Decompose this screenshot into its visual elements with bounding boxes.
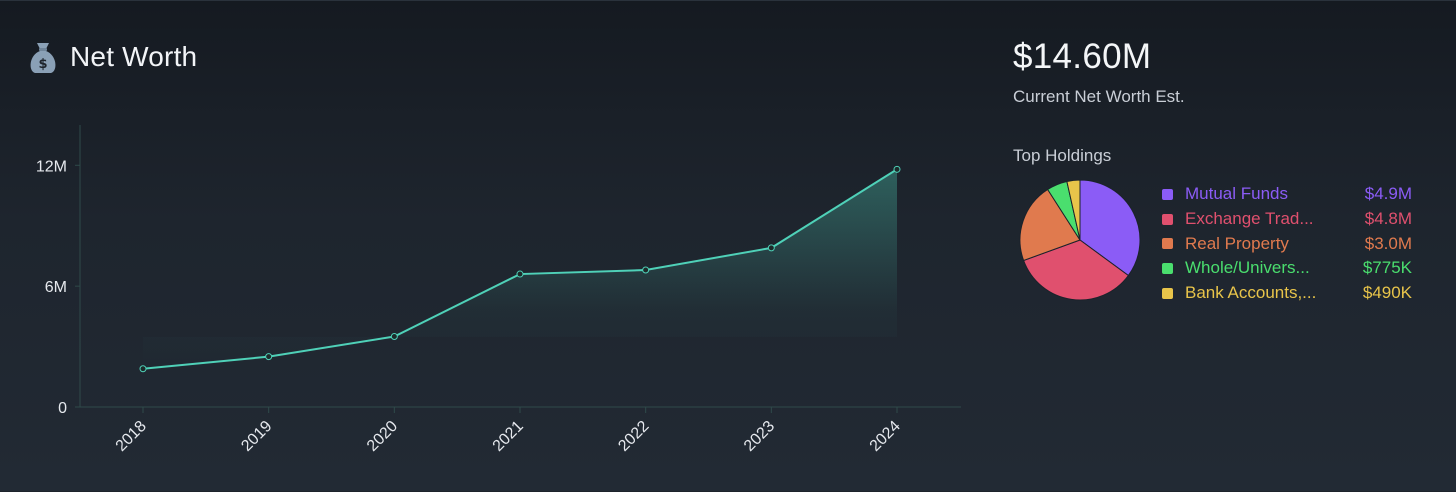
legend-swatch <box>1162 262 1173 274</box>
legend-swatch <box>1162 213 1173 225</box>
x-tick-label: 2019 <box>238 418 275 455</box>
page-title: Net Worth <box>70 41 198 72</box>
area-fill <box>143 169 897 369</box>
legend-item-name: Real Property <box>1185 233 1289 253</box>
legend-item-value: $4.8M <box>1364 209 1412 229</box>
legend-item[interactable]: Mutual Funds $4.9M <box>1162 182 1412 207</box>
data-point[interactable] <box>516 270 524 278</box>
pie-slice[interactable] <box>1019 188 1081 262</box>
pie-slice[interactable] <box>1079 179 1141 277</box>
x-tick-label: 2020 <box>364 418 401 455</box>
legend-swatch <box>1162 238 1173 250</box>
legend-item-name: Exchange Trad... <box>1185 209 1314 229</box>
svg-text:$: $ <box>38 57 47 72</box>
legend-item-name: Whole/Univers... <box>1185 258 1310 278</box>
data-point[interactable] <box>893 165 901 173</box>
y-tick-label: 0 <box>58 400 67 417</box>
legend-swatch <box>1162 287 1173 299</box>
current-net-worth-value: $14.60M <box>1013 37 1152 76</box>
x-tick-label: 2021 <box>490 418 527 455</box>
legend-item-value: $4.9M <box>1364 184 1412 204</box>
x-tick-label: 2023 <box>741 418 778 455</box>
x-tick-label: 2022 <box>615 418 652 455</box>
legend-item[interactable]: Bank Accounts,... $490K <box>1162 281 1412 306</box>
top-holdings-title: Top Holdings <box>1013 146 1112 165</box>
net-worth-line-chart: 0 6M 12M 2018 2019 2020 2021 2022 2023 2024 <box>36 125 961 455</box>
legend-item[interactable]: Real Property $3.0M <box>1162 231 1412 256</box>
pie-slice[interactable] <box>1066 179 1081 241</box>
summary-panel: $14.60M Current Net Worth Est. <box>1013 37 1433 107</box>
y-tick-label: 12M <box>36 158 67 175</box>
y-tick-label: 6M <box>45 279 67 296</box>
pie-slice[interactable] <box>1022 239 1130 301</box>
data-point[interactable] <box>390 333 398 340</box>
data-point[interactable] <box>265 353 273 361</box>
legend-item-value: $3.0M <box>1364 233 1412 253</box>
data-point[interactable] <box>139 365 147 373</box>
legend-item-value: $490K <box>1362 283 1412 303</box>
x-tick-label: 2024 <box>867 418 904 455</box>
legend-item-name: Bank Accounts,... <box>1185 283 1317 303</box>
data-point[interactable] <box>767 244 775 252</box>
current-net-worth-label: Current Net Worth Est. <box>1013 87 1185 106</box>
card-header: $ Net Worth <box>26 39 197 75</box>
holdings-pie-chart <box>1019 179 1141 301</box>
data-point[interactable] <box>642 266 650 274</box>
legend-item-name: Mutual Funds <box>1185 184 1288 204</box>
legend-item-value: $775K <box>1362 258 1412 278</box>
legend-swatch <box>1162 188 1173 200</box>
money-bag-icon: $ <box>26 39 60 75</box>
legend-item[interactable]: Exchange Trad... $4.8M <box>1162 207 1412 232</box>
x-tick-label: 2018 <box>113 418 150 455</box>
holdings-legend: Mutual Funds $4.9M Exchange Trad... $4.8M Re… <box>1162 182 1412 305</box>
legend-item[interactable]: Whole/Univers... $775K <box>1162 256 1412 281</box>
